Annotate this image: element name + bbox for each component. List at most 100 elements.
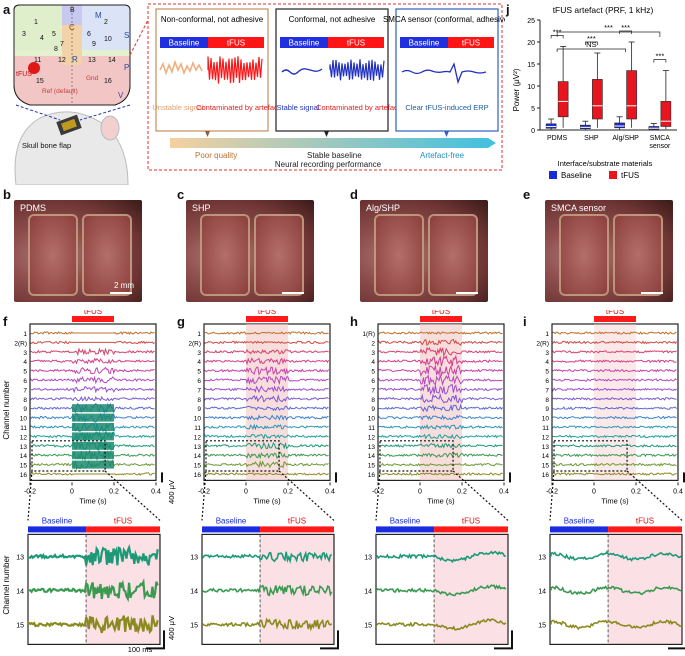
channel-label: 7	[371, 387, 375, 394]
channel-label: 13	[20, 444, 28, 451]
channel-label: 9	[197, 406, 201, 413]
channel-label: 9	[23, 406, 27, 413]
category-label: PDMS	[547, 135, 568, 142]
significance-mark: ***	[655, 52, 664, 61]
zoom-y-axis-label: Channel number	[2, 555, 11, 614]
svg-text:Baseline: Baseline	[409, 39, 440, 48]
channel-label: 4	[197, 359, 201, 366]
channel-label: 4	[23, 359, 27, 366]
panel-label-d: d	[350, 187, 358, 202]
x-tick-label: 0.2	[631, 488, 641, 495]
zoom-tfus-label: tFUS	[288, 516, 306, 525]
channel-trace	[553, 370, 677, 372]
svg-text:15: 15	[36, 78, 44, 85]
tfus-bar-label: tFUS	[258, 310, 276, 316]
condition-box-smca: SMCA sensor (conformal, adhesive) Baseli…	[383, 9, 505, 137]
channel-label: 6	[197, 378, 201, 385]
box-baseline-0	[546, 119, 556, 130]
condition-box-conformal: Conformal, not adhesive Baseline tFUS St…	[276, 9, 401, 137]
x-tick-label: 0.4	[151, 488, 161, 495]
channel-label: 15	[368, 463, 376, 470]
channel-label: 5	[545, 369, 549, 376]
box-tfus-3	[661, 71, 671, 130]
category-label: Alg/SHP	[612, 135, 639, 142]
channel-label: 7	[23, 387, 27, 394]
trace-panel-g: tFUS12(R)345678910111213141516-0.200.20.…	[188, 310, 338, 648]
performance-arrow: Poor quality Stable baseline Artefact-fr…	[170, 138, 496, 169]
zoom-channel-label: 15	[190, 622, 198, 629]
svg-text:2: 2	[104, 19, 108, 26]
channel-label: 2	[371, 340, 375, 347]
x-tick-label: 0	[70, 488, 74, 495]
svg-text:tFUS: tFUS	[227, 39, 245, 48]
svg-text:16: 16	[104, 78, 112, 85]
svg-text:Baseline: Baseline	[289, 39, 320, 48]
svg-text:8: 8	[54, 46, 58, 53]
chart-legend: Baseline tFUS	[549, 171, 639, 180]
y-axis-label: Channel number	[2, 380, 11, 439]
channel-label: 13	[194, 444, 202, 451]
x-tick-label: 0.2	[283, 488, 293, 495]
channel-label: 7	[545, 387, 549, 394]
channel-label: 14	[542, 453, 550, 460]
channel-label: 5	[23, 369, 27, 376]
channel-label: 2(R)	[536, 340, 549, 347]
channel-label: 3	[545, 350, 549, 357]
channel-label: 12	[368, 434, 376, 441]
zoom-baseline-label: Baseline	[564, 516, 595, 525]
channel-label: 8	[23, 397, 27, 404]
channel-label: 15	[194, 463, 202, 470]
category-label: SHP	[584, 135, 599, 142]
svg-text:Contaminated by artefact: Contaminated by artefact	[196, 103, 281, 112]
zoom-scale-time: 100 ms	[128, 645, 153, 654]
svg-text:10: 10	[104, 36, 112, 43]
svg-text:6: 6	[87, 31, 91, 38]
panel-j-boxplot: tFUS artefact (PRF, 1 kHz) Power (μV²) I…	[505, 0, 685, 185]
y-tick-label: 15	[527, 62, 535, 69]
chart-title: tFUS artefact (PRF, 1 kHz)	[553, 5, 654, 15]
significance-ns: NS	[586, 40, 596, 49]
channel-label: 11	[542, 425, 549, 432]
trace-panel-f: tFUS12(R)345678910111213141516-0.200.20.…	[14, 310, 164, 648]
zoom-channel-label: 13	[538, 554, 546, 561]
channel-label: 9	[371, 406, 375, 413]
mouse-illustration: Skull bone flap	[15, 105, 130, 185]
zoom-channel-label: 14	[190, 588, 198, 595]
x-axis-label: Time (s)	[79, 496, 107, 505]
zoom-channel-label: 15	[364, 622, 372, 629]
tfus-bar-label: tFUS	[606, 310, 624, 316]
region-m: M	[95, 11, 102, 20]
svg-text:12: 12	[58, 57, 66, 64]
channel-label: 6	[371, 378, 375, 385]
zoom-channel-label: 13	[190, 554, 198, 561]
region-r: R	[72, 55, 78, 64]
svg-text:tFUS: tFUS	[347, 39, 365, 48]
svg-text:9: 9	[92, 41, 96, 48]
channel-label: 15	[542, 463, 550, 470]
channel-label: 10	[20, 416, 28, 423]
channel-label: 8	[545, 397, 549, 404]
svg-text:Gnd: Gnd	[86, 75, 99, 82]
panel-a: M C S R P V 1 2 3 4 5 6 7 8 9 10 11 12 1…	[0, 0, 505, 185]
channel-label: 11	[20, 425, 27, 432]
zoom-tfus-label: tFUS	[462, 516, 480, 525]
zoom-tfus-label: tFUS	[114, 516, 132, 525]
svg-text:Baseline: Baseline	[169, 39, 200, 48]
tfus-bar-label: tFUS	[432, 310, 450, 316]
channel-trace	[553, 417, 677, 419]
channel-label: 3	[197, 350, 201, 357]
channel-label: 12	[542, 434, 550, 441]
channel-label: 10	[542, 416, 550, 423]
zoom-baseline-label: Baseline	[216, 516, 247, 525]
box-baseline-1	[580, 121, 590, 129]
channel-label: 14	[194, 453, 202, 460]
channel-label: 2(R)	[14, 340, 27, 347]
zoom-baseline-label: Baseline	[390, 516, 421, 525]
x-tick-label: 0.4	[673, 488, 683, 495]
svg-text:Stable baseline: Stable baseline	[307, 151, 362, 160]
y-tick-label: 25	[527, 18, 535, 25]
svg-text:B: B	[70, 7, 75, 14]
box-baseline-3	[649, 123, 659, 129]
trace-panel-h: tFUS1(R)2345678910111213141516-0.200.20.…	[362, 310, 512, 648]
zoom-tfus-label: tFUS	[636, 516, 654, 525]
